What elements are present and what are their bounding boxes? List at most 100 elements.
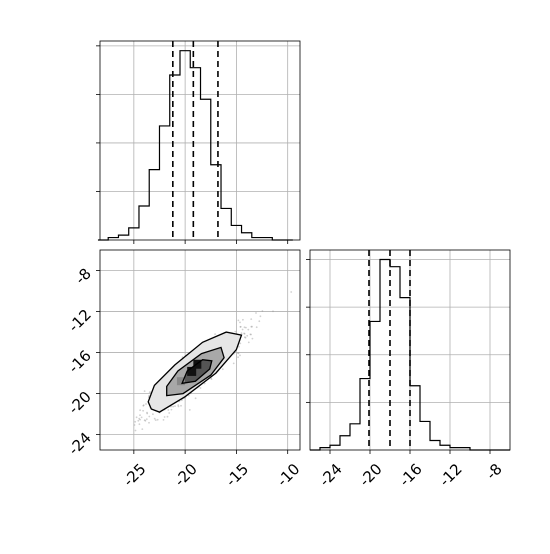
marginal-y-histogram	[310, 258, 510, 451]
scatter-point	[241, 328, 244, 331]
contour-line	[181, 359, 213, 385]
marginal-y-x-tick-label: -8	[482, 460, 505, 483]
scatter-point	[145, 403, 147, 405]
joint-x-tick-label: -25	[120, 460, 150, 490]
scatter-point	[210, 378, 213, 380]
scatter-point	[258, 320, 261, 323]
scatter-point	[199, 387, 202, 389]
scatter-point	[140, 416, 143, 419]
scatter-point	[134, 429, 137, 432]
joint-x-tick-label: -15	[222, 460, 252, 490]
marginal-x-quantile-lines	[172, 41, 219, 240]
marginal-y-x-tick-label: -24	[316, 460, 346, 490]
scatter-point	[290, 291, 293, 293]
joint-density-panel: -25 -20 -15 -10 -8 -12 -16 -20 -24	[65, 249, 304, 490]
joint-contours	[147, 331, 243, 413]
joint-y-tick-labels: -8 -12 -16 -20 -24	[65, 265, 95, 459]
scatter-point	[180, 404, 182, 407]
marginal-x-frame	[99, 40, 301, 241]
scatter-point	[234, 330, 237, 333]
scatter-point	[146, 412, 149, 415]
scatter-point	[133, 424, 136, 426]
scatter-point	[272, 310, 274, 313]
joint-y-tick-label: -24	[65, 429, 95, 459]
density-peak	[176, 377, 185, 386]
contour-line	[147, 331, 243, 413]
scatter-point	[180, 399, 183, 402]
scatter-point	[152, 413, 154, 416]
scatter-point	[221, 368, 224, 371]
marginal-x-histogram	[97, 50, 293, 241]
scatter-point	[143, 390, 146, 392]
scatter-point	[250, 318, 253, 320]
marginal-histogram-x-panel	[96, 40, 301, 244]
scatter-point	[238, 345, 240, 348]
joint-y-tick-label: -8	[72, 265, 95, 288]
scatter-point	[162, 419, 165, 421]
scatter-point	[167, 409, 170, 411]
joint-y-tick-label: -16	[65, 347, 95, 377]
scatter-point	[232, 362, 235, 365]
marginal-histogram-y-panel: -24 -20 -16 -12 -8	[306, 249, 511, 490]
scatter-point	[187, 394, 190, 397]
scatter-point	[239, 326, 242, 328]
scatter-point	[144, 419, 147, 422]
scatter-point	[139, 418, 142, 421]
scatter-point	[188, 409, 191, 411]
scatter-point	[148, 415, 151, 418]
marginal-y-x-tick-label: -12	[436, 460, 466, 490]
scatter-point	[237, 319, 240, 322]
scatter-point	[255, 326, 258, 329]
scatter-point	[146, 411, 148, 414]
scatter-point	[177, 404, 180, 406]
joint-x-tick-label: -20	[171, 460, 201, 490]
scatter-point	[177, 405, 180, 408]
scatter-point	[255, 312, 257, 314]
marginal-y-quantile-lines	[368, 250, 411, 450]
scatter-point	[203, 382, 206, 385]
scatter-point	[143, 419, 146, 422]
density-peak	[187, 366, 197, 376]
marginal-y-x-tick-labels: -24 -20 -16 -12 -8	[316, 460, 506, 490]
scatter-point	[148, 394, 151, 397]
scatter-point	[239, 354, 241, 357]
scatter-point	[251, 337, 254, 340]
joint-x-tick-label: -10	[273, 460, 303, 490]
scatter-point	[163, 416, 166, 418]
scatter-point	[138, 417, 141, 420]
scatter-point	[145, 418, 148, 420]
marginal-y-x-tick-label: -20	[356, 460, 386, 490]
scatter-point	[172, 405, 175, 408]
scatter-point	[138, 423, 141, 426]
marginal-x-grid	[100, 41, 300, 240]
scatter-point	[261, 310, 264, 312]
scatter-point	[170, 408, 173, 411]
marginal-y-x-tick-label: -16	[396, 460, 426, 490]
scatter-point	[259, 315, 262, 318]
joint-tick-marks	[96, 270, 289, 454]
scatter-point	[141, 428, 144, 430]
marginal-x-tick-marks	[96, 45, 289, 244]
scatter-point	[137, 419, 140, 422]
scatter-point	[214, 333, 217, 335]
contour-line	[166, 346, 225, 397]
scatter-point	[243, 332, 246, 335]
scatter-point	[247, 328, 250, 331]
joint-x-tick-labels: -25 -20 -15 -10	[120, 460, 304, 490]
scatter-point	[243, 332, 246, 335]
scatter-point	[250, 325, 253, 328]
scatter-point	[251, 325, 253, 328]
scatter-point	[194, 397, 197, 400]
marginal-y-frame	[309, 249, 511, 451]
scatter-point	[244, 336, 246, 339]
scatter-point	[246, 334, 249, 337]
scatter-point	[166, 415, 169, 418]
scatter-point	[245, 326, 247, 329]
scatter-point	[247, 341, 250, 344]
joint-y-tick-label: -20	[65, 388, 95, 418]
scatter-point	[142, 404, 145, 407]
scatter-point	[154, 419, 157, 421]
scatter-point	[148, 421, 150, 424]
joint-frame	[99, 249, 301, 451]
